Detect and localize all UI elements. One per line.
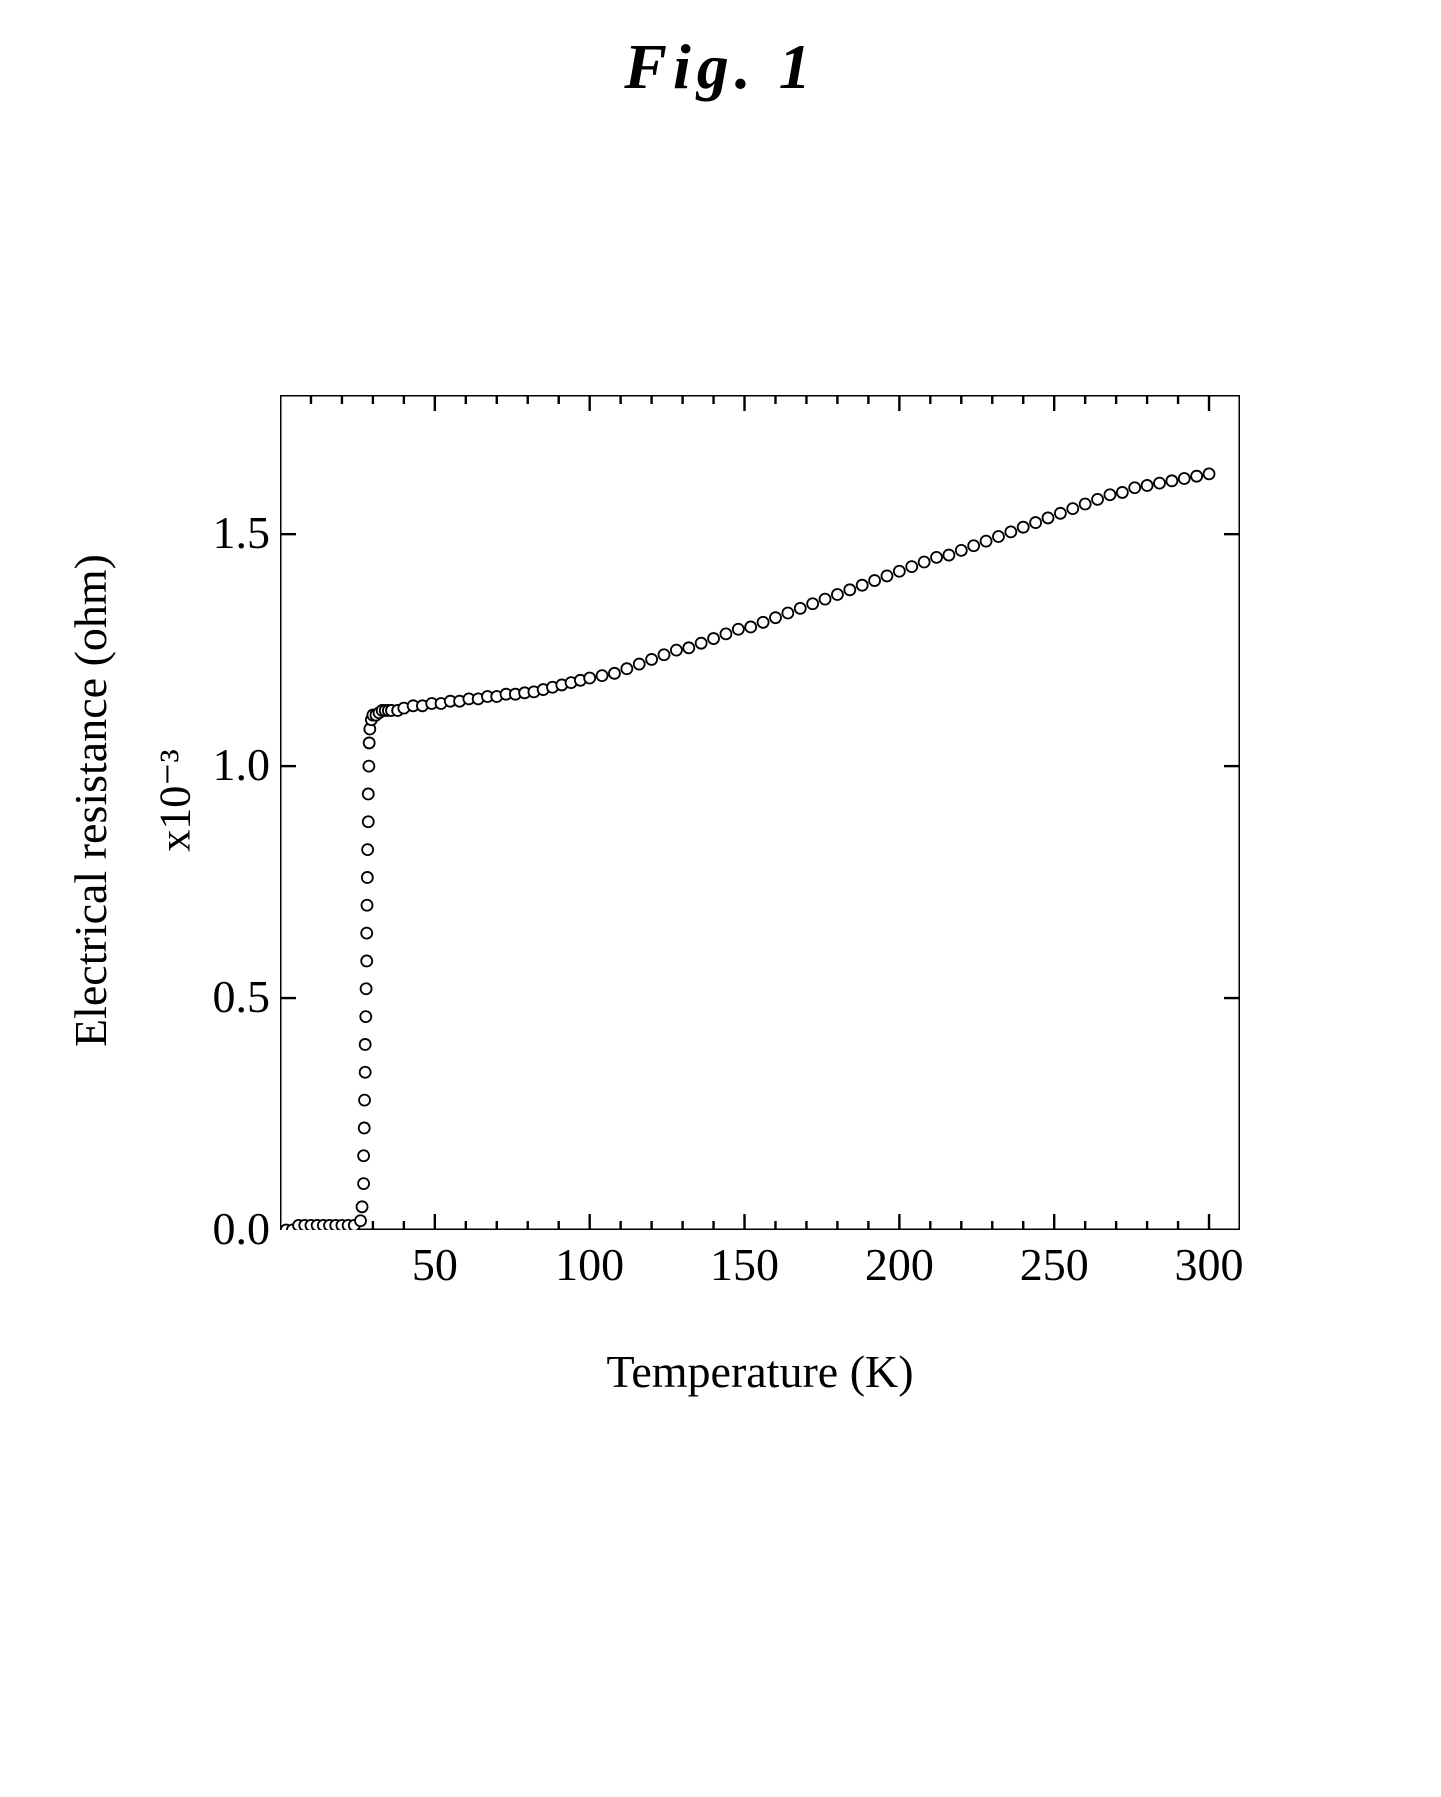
y-tick-label: 1.5 — [190, 506, 270, 559]
chart-area — [280, 395, 1240, 1230]
x-tick-label: 150 — [705, 1238, 785, 1291]
x-tick-label: 300 — [1169, 1238, 1249, 1291]
scatter-plot — [280, 395, 1240, 1230]
page: Fig. 1 Electrical resistance (ohm) x10⁻³… — [0, 0, 1441, 1797]
x-tick-label: 50 — [395, 1238, 475, 1291]
y-tick-label: 0.0 — [190, 1202, 270, 1255]
x-tick-label: 250 — [1014, 1238, 1094, 1291]
y-tick-label: 0.5 — [190, 970, 270, 1023]
x-tick-label: 200 — [859, 1238, 939, 1291]
y-axis-label: Electrical resistance (ohm) — [64, 554, 117, 1047]
x-tick-label: 100 — [550, 1238, 630, 1291]
y-axis-label-group: Electrical resistance (ohm) — [60, 400, 120, 1200]
y-tick-label: 1.0 — [190, 738, 270, 791]
figure-title: Fig. 1 — [0, 30, 1441, 104]
x-axis-label: Temperature (K) — [280, 1345, 1240, 1398]
